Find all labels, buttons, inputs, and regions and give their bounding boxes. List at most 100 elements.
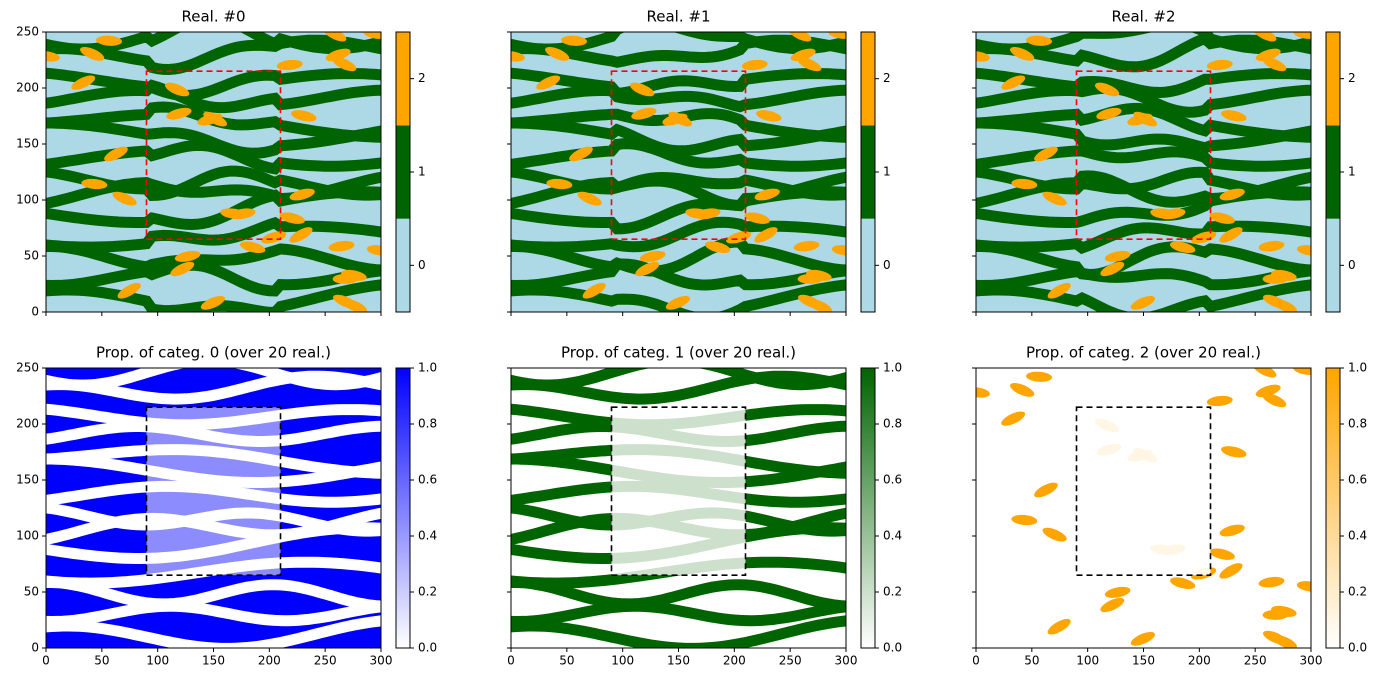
x-tick-label: 100 [611, 654, 634, 668]
channel [511, 32, 846, 55]
colorbar-tick-label: 0.8 [418, 417, 437, 431]
lobe [1026, 371, 1052, 382]
lobe [1042, 191, 1067, 206]
x-tick-label: 250 [1244, 654, 1267, 668]
chart-title: Real. #0 [182, 8, 246, 26]
colorbar-segment [861, 218, 875, 312]
x-tick-label: 300 [835, 654, 858, 668]
colorbar-tick-label: 0.8 [883, 417, 902, 431]
chart-title: Prop. of categ. 0 (over 20 real.) [96, 344, 331, 362]
lobe [976, 51, 990, 62]
lobe [325, 48, 351, 62]
lobe [239, 241, 266, 254]
lobe [276, 59, 303, 71]
lobe [1100, 597, 1125, 613]
lobe [1258, 576, 1285, 588]
channel [976, 102, 1311, 143]
y-tick-label: 100 [16, 193, 39, 207]
lobe [790, 48, 816, 62]
lobe [685, 208, 712, 219]
lobe [1011, 178, 1038, 190]
lobe [170, 261, 195, 277]
lobe [1219, 227, 1243, 243]
x-tick-label: 200 [723, 654, 746, 668]
lobe [1263, 294, 1288, 309]
lobe [261, 231, 287, 244]
lobe [1010, 47, 1035, 61]
lobe [1001, 75, 1026, 90]
lobe [291, 110, 317, 122]
lobe [1271, 269, 1297, 281]
x-tick-label: 50 [1024, 654, 1039, 668]
conditioning-box [145, 406, 282, 577]
x-tick-label: 150 [667, 654, 690, 668]
lobe [1296, 581, 1311, 592]
colorbar-tick-label: 0.4 [1348, 529, 1367, 543]
lobe [1219, 524, 1245, 537]
y-tick-label: 150 [16, 473, 39, 487]
colorbar-segment [861, 125, 875, 219]
colorbar-segment [861, 32, 875, 126]
channel [976, 145, 1311, 172]
colorbar-tick-label: 0.6 [1348, 473, 1367, 487]
channel [976, 32, 1311, 55]
conditioning-box [145, 70, 282, 240]
lobe [328, 240, 355, 252]
channel [511, 368, 846, 391]
lobe [1221, 110, 1247, 122]
channel [511, 600, 846, 628]
lobe [1252, 32, 1277, 42]
lobe [1034, 146, 1058, 162]
colorbar-tick-label: 0.4 [418, 529, 437, 543]
colorbar-gradient [396, 368, 410, 648]
x-tick-label: 300 [370, 654, 393, 668]
lobe [289, 227, 313, 243]
lobe [1255, 48, 1281, 62]
chart-title: Prop. of categ. 2 (over 20 real.) [1026, 344, 1261, 362]
colorbar-tick-label: 0.0 [883, 641, 902, 655]
uncertain-zone [1076, 407, 1211, 576]
lobe [289, 188, 315, 201]
channel [511, 138, 846, 172]
lobe [1255, 384, 1281, 398]
lobe [561, 35, 587, 46]
lobe [220, 208, 247, 219]
lobe [662, 113, 688, 126]
x-tick-label: 0 [507, 654, 515, 668]
lobe [629, 82, 655, 97]
lobe [1209, 212, 1235, 224]
lobe [279, 212, 305, 224]
colorbar-tick-label: 1.0 [1348, 361, 1367, 375]
colorbar-tick-label: 1.0 [418, 361, 437, 375]
lobe [665, 295, 690, 310]
lobe [635, 261, 660, 277]
lobe [536, 75, 561, 90]
y-tick-label: 50 [24, 585, 39, 599]
lobe [1263, 630, 1288, 645]
x-tick-label: 50 [559, 654, 574, 668]
lobe [546, 178, 573, 190]
colorbar-tick-label: 0.4 [883, 529, 902, 543]
colorbar-tick-label: 0.8 [1348, 417, 1367, 431]
channel [511, 279, 846, 312]
x-tick-label: 300 [1300, 654, 1323, 668]
x-tick-label: 50 [94, 654, 109, 668]
y-tick-label: 0 [31, 641, 39, 655]
colorbar-segment [1326, 218, 1340, 312]
x-tick-label: 250 [779, 654, 802, 668]
channel [511, 216, 846, 253]
conditioning-box [610, 70, 747, 240]
lobe [1010, 383, 1035, 397]
channel [46, 615, 381, 648]
lobe [582, 282, 606, 299]
lobe [1258, 240, 1285, 252]
lobe [1296, 245, 1311, 256]
lobe [545, 47, 570, 61]
lobe [112, 191, 137, 206]
channel [46, 241, 381, 276]
x-tick-label: 200 [258, 654, 281, 668]
lobe [1026, 35, 1052, 46]
conditioning-box [610, 406, 747, 577]
conditioning-box [1075, 406, 1212, 577]
colorbar-tick-label: 0 [1348, 258, 1356, 272]
